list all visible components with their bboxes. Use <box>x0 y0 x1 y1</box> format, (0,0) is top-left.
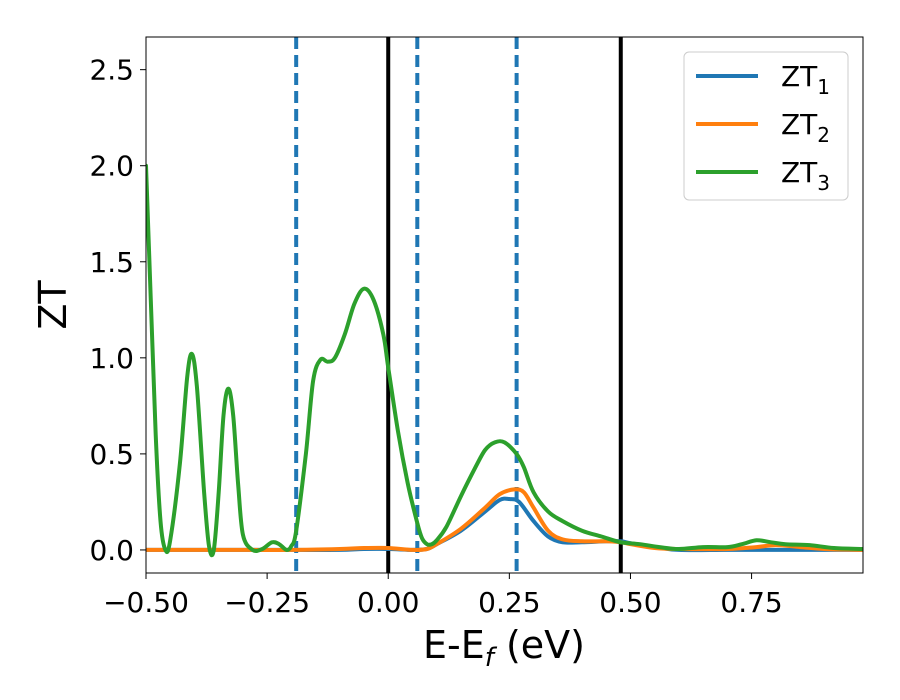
y-tick-label: 2.5 <box>89 54 134 87</box>
x-tick-label: 0.75 <box>720 586 782 619</box>
y-axis-label: ZT <box>31 280 75 330</box>
x-tick-label: 0.50 <box>599 586 661 619</box>
x-tick-label: −0.50 <box>103 586 189 619</box>
x-axis-ticks: −0.50 −0.25 0.00 0.25 0.50 0.75 <box>103 573 783 619</box>
reference-lines <box>294 37 623 573</box>
x-tick-label: −0.25 <box>224 586 310 619</box>
y-axis-ticks: 0.0 0.5 1.0 1.5 2.0 2.5 <box>89 54 146 567</box>
plot-frame <box>145 36 864 574</box>
y-tick-label: 2.0 <box>89 150 134 183</box>
x-axis-label-unit: (eV) <box>494 623 585 667</box>
series-line-zt2 <box>146 487 863 552</box>
y-tick-label: 1.5 <box>89 246 134 279</box>
x-axis-label: E-Ef (eV) <box>423 623 585 673</box>
legend-label-zt3: ZT3 <box>781 156 830 195</box>
x-tick-label: 0.25 <box>478 586 540 619</box>
legend-label-zt1: ZT1 <box>781 60 830 99</box>
y-tick-label: 0.5 <box>89 438 134 471</box>
legend-box <box>683 51 849 201</box>
y-tick-label: 1.0 <box>89 342 134 375</box>
series-lines <box>146 163 863 558</box>
x-axis-label-main: E-E <box>423 623 485 667</box>
legend-label-zt2: ZT2 <box>781 108 830 147</box>
legend: ZT1 ZT2 ZT3 <box>683 51 849 201</box>
series-line-zt3 <box>146 163 863 558</box>
y-tick-label: 0.0 <box>89 534 134 567</box>
x-tick-label: 0.00 <box>357 586 419 619</box>
